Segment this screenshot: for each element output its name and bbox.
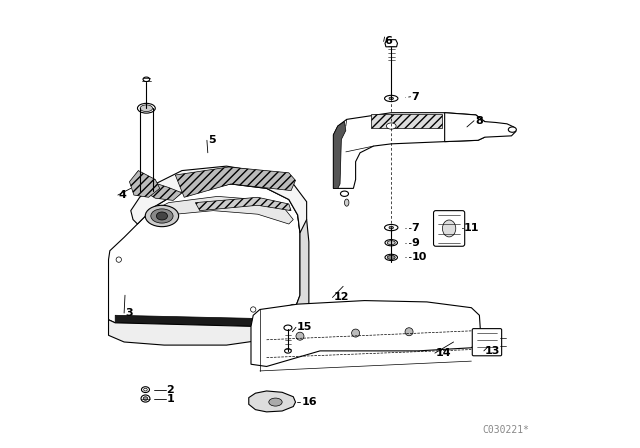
Ellipse shape	[442, 220, 456, 237]
Ellipse shape	[143, 77, 150, 82]
Ellipse shape	[387, 123, 396, 129]
Polygon shape	[371, 114, 442, 128]
Ellipse shape	[385, 95, 398, 102]
Text: 3: 3	[125, 308, 132, 318]
Polygon shape	[251, 301, 480, 366]
FancyBboxPatch shape	[472, 329, 502, 356]
Circle shape	[405, 328, 413, 336]
Ellipse shape	[138, 103, 156, 113]
Text: 11: 11	[463, 223, 479, 233]
Polygon shape	[109, 184, 300, 329]
Ellipse shape	[389, 97, 394, 100]
Polygon shape	[333, 113, 487, 188]
Text: 6: 6	[385, 36, 392, 47]
Polygon shape	[129, 171, 160, 197]
Ellipse shape	[143, 397, 148, 401]
Text: 13: 13	[484, 346, 500, 356]
Ellipse shape	[385, 224, 398, 231]
Circle shape	[296, 332, 304, 340]
Polygon shape	[293, 215, 309, 322]
Polygon shape	[109, 320, 258, 345]
Ellipse shape	[340, 191, 349, 196]
Ellipse shape	[285, 349, 291, 353]
Polygon shape	[333, 121, 346, 188]
Text: 4: 4	[119, 190, 127, 200]
Ellipse shape	[141, 387, 150, 392]
Ellipse shape	[387, 241, 396, 245]
Polygon shape	[131, 166, 307, 233]
Ellipse shape	[385, 240, 397, 246]
Text: 12: 12	[333, 293, 349, 302]
Ellipse shape	[508, 127, 516, 132]
Ellipse shape	[344, 199, 349, 206]
Text: 7: 7	[412, 223, 419, 233]
Ellipse shape	[269, 398, 282, 406]
Ellipse shape	[141, 395, 150, 402]
Ellipse shape	[144, 388, 147, 391]
Text: 14: 14	[436, 348, 451, 358]
Text: C030221*: C030221*	[483, 426, 529, 435]
Text: 9: 9	[412, 238, 420, 248]
Ellipse shape	[151, 209, 173, 223]
Ellipse shape	[389, 226, 394, 229]
FancyBboxPatch shape	[433, 211, 465, 246]
Text: 7: 7	[412, 92, 419, 102]
Polygon shape	[249, 391, 296, 412]
Text: 2: 2	[166, 385, 174, 395]
Polygon shape	[115, 304, 293, 327]
Ellipse shape	[385, 254, 397, 260]
Text: 10: 10	[412, 252, 427, 263]
Circle shape	[116, 257, 122, 262]
Circle shape	[250, 307, 256, 312]
Ellipse shape	[145, 205, 179, 227]
Text: 5: 5	[208, 135, 216, 145]
Polygon shape	[140, 180, 182, 200]
Polygon shape	[195, 197, 291, 211]
Polygon shape	[445, 113, 516, 142]
Circle shape	[351, 329, 360, 337]
Polygon shape	[175, 167, 296, 197]
Ellipse shape	[156, 212, 168, 220]
Ellipse shape	[140, 105, 152, 112]
Text: 1: 1	[166, 393, 174, 404]
Polygon shape	[385, 40, 397, 47]
Ellipse shape	[140, 187, 152, 194]
Ellipse shape	[387, 255, 396, 259]
Text: 16: 16	[301, 397, 317, 407]
Text: 8: 8	[475, 116, 483, 126]
Ellipse shape	[284, 325, 292, 331]
Polygon shape	[148, 196, 293, 224]
Text: 15: 15	[297, 322, 312, 332]
